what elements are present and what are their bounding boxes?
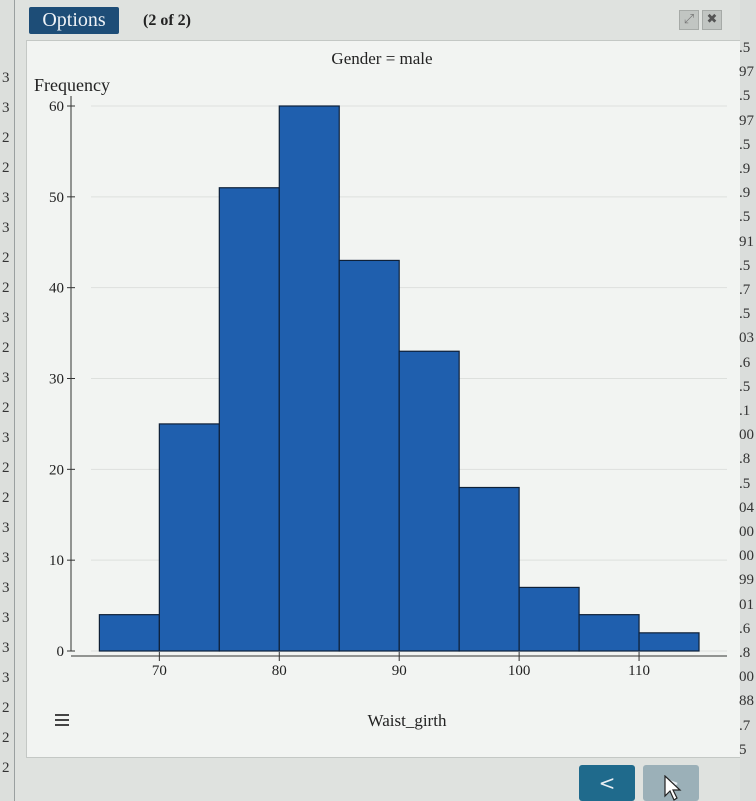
x-tick-label: 70: [152, 663, 167, 679]
background-cell: 2: [2, 490, 10, 506]
background-cell: .5: [739, 88, 751, 105]
background-cell: 2: [2, 730, 10, 746]
background-cell: 2: [2, 400, 10, 416]
x-axis-label: Waist_girth: [368, 711, 447, 730]
background-cell: 2: [2, 250, 10, 266]
background-cell: .5: [739, 136, 751, 153]
background-cell: 2: [2, 160, 10, 176]
expand-icon[interactable]: ⤢: [679, 10, 699, 30]
background-cell: .5: [739, 378, 751, 395]
x-tick-label: 80: [272, 663, 287, 679]
background-cell: 03: [739, 330, 754, 347]
background-cell: 2: [2, 130, 10, 146]
background-cell: .7: [739, 282, 751, 298]
y-axis-label: Frequency: [34, 75, 110, 95]
background-cell: 3: [2, 550, 10, 566]
panel-title: Gender = male: [331, 49, 432, 68]
background-cell: .9: [739, 161, 751, 177]
background-cell: 3: [2, 670, 10, 686]
axes: 0 10 20 30 40 50 60 70 80 90 100 110: [49, 96, 727, 679]
options-button[interactable]: Options: [29, 7, 119, 34]
background-cell: 3: [2, 640, 10, 656]
y-tick-label: 10: [49, 553, 64, 569]
histogram-bar: [98, 614, 160, 652]
background-cell: .8: [739, 645, 751, 661]
background-cell: 3: [2, 580, 10, 596]
background-cell: 99: [739, 572, 754, 589]
histogram-bars: [98, 105, 700, 652]
histogram-window: Options (2 of 2) ⤢ ✖ 0 10 20 30 40 50 60 70 80 90…: [14, 0, 742, 801]
plot-panel: 0 10 20 30 40 50 60 70 80 90 100 110 Gender = male …: [26, 40, 742, 758]
background-cell: .8: [739, 451, 751, 468]
background-cell: 3: [2, 370, 10, 386]
background-cell: .5: [739, 475, 751, 492]
background-cell: 3: [2, 610, 10, 626]
x-tick-label: 90: [392, 663, 407, 679]
background-cell: .6: [739, 354, 751, 371]
background-cell: 3: [2, 220, 10, 236]
background-cell: 00: [739, 548, 754, 565]
background-cell: 97: [739, 112, 754, 129]
window-header: Options (2 of 2) ⤢ ✖: [15, 0, 741, 40]
background-cell: .6: [739, 620, 751, 637]
background-cell: 97: [739, 64, 754, 81]
background-cell: 88: [739, 693, 754, 710]
background-cell: .5: [739, 209, 751, 226]
background-cell: 2: [2, 700, 10, 716]
background-cell: 3: [2, 430, 10, 446]
background-cell: 00: [739, 669, 754, 686]
background-cell: 01: [739, 596, 754, 613]
background-cell: .7: [739, 717, 751, 734]
histogram-bar: [398, 350, 460, 652]
histogram-bar: [158, 423, 220, 652]
y-tick-label: 30: [49, 372, 64, 388]
background-cell: .5: [739, 40, 751, 56]
background-cell: 00: [739, 427, 754, 444]
background-cell: 5: [739, 741, 747, 758]
histogram-bar: [338, 259, 400, 652]
prev-button[interactable]: <: [579, 765, 635, 801]
y-tick-label: 40: [49, 281, 64, 297]
histogram-bar: [218, 187, 280, 652]
y-tick-label: 50: [49, 190, 64, 206]
background-cell: .5: [739, 306, 751, 323]
background-cell: 3: [2, 310, 10, 326]
background-cell: 2: [2, 460, 10, 476]
background-cell: 2: [2, 280, 10, 296]
y-tick-label: 20: [49, 462, 64, 478]
histogram-bar: [518, 586, 580, 652]
page-count: (2 of 2): [143, 12, 191, 29]
background-cell: .9: [739, 185, 751, 202]
background-cell: .5: [739, 257, 751, 274]
x-tick-label: 100: [508, 663, 531, 679]
histogram-bar: [578, 614, 640, 652]
background-spreadsheet-right: [740, 0, 756, 801]
background-cell: 3: [2, 190, 10, 206]
mouse-cursor-icon: [664, 775, 682, 801]
background-cell: 2: [2, 340, 10, 356]
background-cell: 04: [739, 499, 754, 516]
close-icon[interactable]: ✖: [702, 10, 722, 30]
background-cell: 3: [2, 520, 10, 536]
background-cell: .1: [739, 403, 751, 419]
background-cell: 3: [2, 70, 10, 86]
hamburger-icon[interactable]: [55, 714, 69, 728]
histogram-bar: [638, 632, 700, 652]
y-tick-label: 60: [49, 99, 64, 115]
histogram-bar: [278, 105, 340, 652]
x-tick-label: 110: [628, 663, 650, 679]
y-tick-label: 0: [57, 644, 65, 660]
background-cell: 91: [739, 233, 754, 250]
histogram-bar: [458, 486, 520, 652]
background-cell: 3: [2, 100, 10, 116]
background-cell: 2: [2, 760, 10, 776]
background-cell: 00: [739, 524, 754, 540]
